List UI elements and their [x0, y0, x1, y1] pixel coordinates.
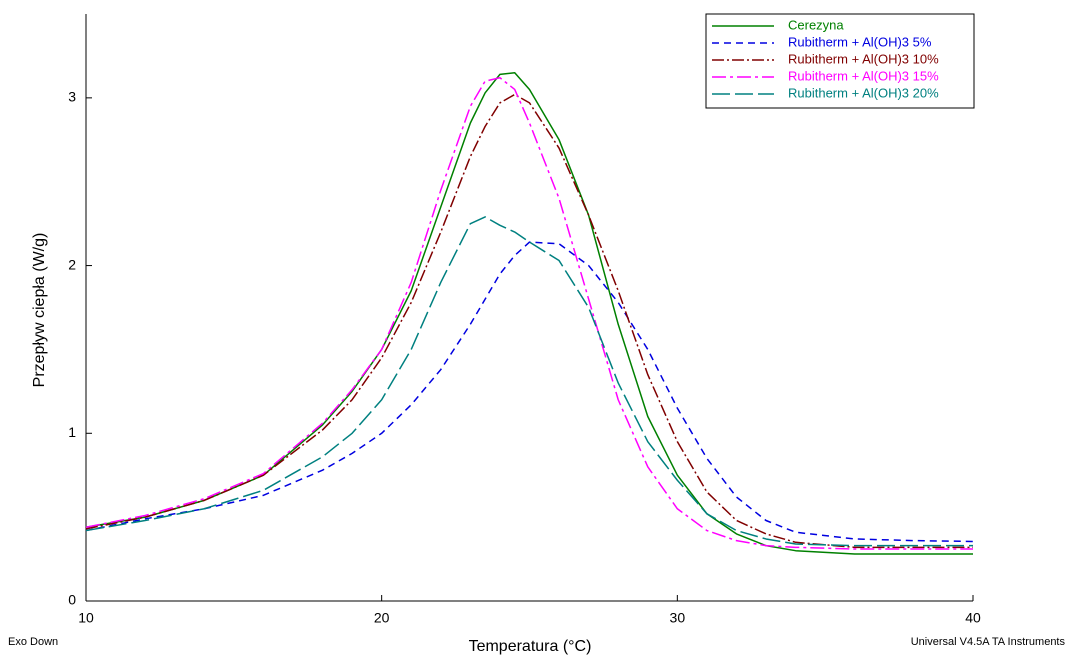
x-axis-label: Temperatura (°C)	[469, 638, 592, 655]
x-tick-label: 40	[965, 610, 981, 626]
y-tick-label: 2	[68, 256, 76, 272]
legend-box	[705, 13, 975, 109]
legend-label: Rubitherm + Al(OH)3 15%	[788, 68, 939, 83]
legend-label: Rubitherm + Al(OH)3 5%	[788, 34, 932, 49]
series-line	[85, 216, 973, 547]
y-tick-label: 0	[68, 592, 76, 608]
series-line	[85, 241, 974, 543]
legend-label: Rubitherm + Al(OH)3 20%	[788, 85, 939, 100]
x-tick-label: 10	[78, 610, 94, 626]
y-axis-label: Przepływ ciepła (W/g)	[31, 233, 48, 388]
series-line	[85, 93, 973, 549]
series-line	[85, 71, 973, 555]
legend-label: Rubitherm + Al(OH)3 10%	[788, 51, 939, 66]
y-tick-label: 3	[68, 89, 76, 105]
footer-right: Universal V4.5A TA Instruments	[911, 636, 1066, 648]
series-line	[85, 76, 973, 550]
x-tick-label: 30	[670, 610, 686, 626]
legend-label: Cerezyna	[788, 17, 844, 32]
footer-left: Exo Down	[8, 636, 58, 648]
y-tick-label: 1	[68, 424, 76, 440]
x-tick-label: 20	[374, 610, 390, 626]
